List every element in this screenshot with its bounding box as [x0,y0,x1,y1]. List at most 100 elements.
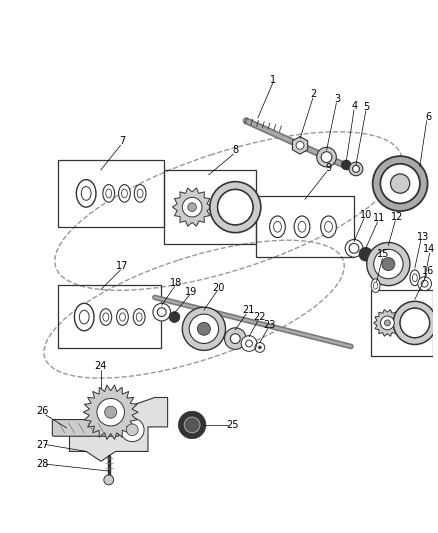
Text: 7: 7 [119,136,126,147]
Ellipse shape [120,313,125,321]
Text: 2: 2 [311,90,317,99]
Circle shape [385,320,390,326]
Bar [371,289,432,356]
Text: 9: 9 [325,163,332,173]
Circle shape [182,307,226,350]
Circle shape [345,239,363,257]
Ellipse shape [134,184,146,202]
Circle shape [381,316,394,330]
Text: 24: 24 [95,361,107,371]
Bar [164,170,256,245]
Ellipse shape [325,221,332,232]
Polygon shape [374,310,401,336]
Text: 8: 8 [232,145,238,155]
Ellipse shape [133,309,145,325]
Text: 14: 14 [424,244,436,254]
Text: 25: 25 [226,420,239,430]
Circle shape [400,308,430,337]
Ellipse shape [270,216,285,238]
Ellipse shape [100,309,112,325]
Circle shape [184,417,200,433]
Text: 11: 11 [374,213,385,223]
Circle shape [157,308,166,317]
Circle shape [104,475,113,485]
Bar [256,196,354,257]
Circle shape [225,328,246,350]
Circle shape [246,340,252,347]
Text: 16: 16 [423,266,434,276]
Circle shape [353,165,360,172]
Polygon shape [70,398,168,461]
Text: 12: 12 [391,212,403,222]
Text: 17: 17 [116,261,129,271]
Circle shape [341,160,351,170]
Circle shape [210,182,261,232]
Text: 26: 26 [36,406,48,416]
Circle shape [349,244,359,253]
Circle shape [97,399,124,426]
Ellipse shape [371,279,380,293]
Text: 6: 6 [425,112,431,122]
Circle shape [296,141,304,149]
Circle shape [218,190,253,225]
Circle shape [153,303,170,321]
Ellipse shape [103,313,109,321]
Ellipse shape [410,270,420,286]
Ellipse shape [119,184,131,202]
Ellipse shape [117,309,128,325]
Circle shape [421,280,428,287]
Circle shape [391,174,410,193]
Circle shape [400,308,430,337]
Polygon shape [83,385,138,439]
Circle shape [317,147,336,167]
Circle shape [120,418,144,442]
Circle shape [374,249,403,279]
Text: 3: 3 [334,94,340,104]
Circle shape [178,411,206,439]
Circle shape [169,312,180,322]
Ellipse shape [74,303,94,331]
Circle shape [393,301,436,344]
Polygon shape [173,188,212,227]
Circle shape [418,277,431,290]
Text: 21: 21 [242,305,254,315]
Circle shape [105,406,117,418]
Circle shape [230,334,240,343]
Text: 5: 5 [364,102,370,112]
Circle shape [241,336,257,351]
Text: 1: 1 [269,75,276,85]
Ellipse shape [79,310,89,324]
Circle shape [349,162,363,176]
Circle shape [382,257,395,271]
Circle shape [380,164,420,204]
Ellipse shape [106,189,112,198]
Bar [58,160,164,227]
Text: 27: 27 [36,440,48,449]
Text: 10: 10 [360,210,372,220]
Circle shape [188,203,197,212]
Circle shape [189,314,219,343]
Ellipse shape [413,274,417,282]
Text: 20: 20 [212,282,225,293]
Circle shape [359,247,373,261]
Circle shape [218,190,253,225]
Ellipse shape [81,187,91,200]
Circle shape [367,243,410,286]
Text: 13: 13 [417,231,429,241]
Circle shape [373,156,427,211]
Circle shape [198,322,210,335]
Text: 15: 15 [377,249,390,259]
Ellipse shape [294,216,310,238]
Ellipse shape [137,189,143,198]
Bar [58,285,161,349]
Ellipse shape [373,282,378,289]
Circle shape [182,197,202,217]
Ellipse shape [298,221,306,232]
Ellipse shape [136,313,142,321]
Circle shape [321,152,332,163]
Text: 22: 22 [254,312,266,322]
Text: 23: 23 [263,320,276,330]
Ellipse shape [121,189,127,198]
Text: 28: 28 [36,459,48,469]
Text: 4: 4 [352,101,358,111]
